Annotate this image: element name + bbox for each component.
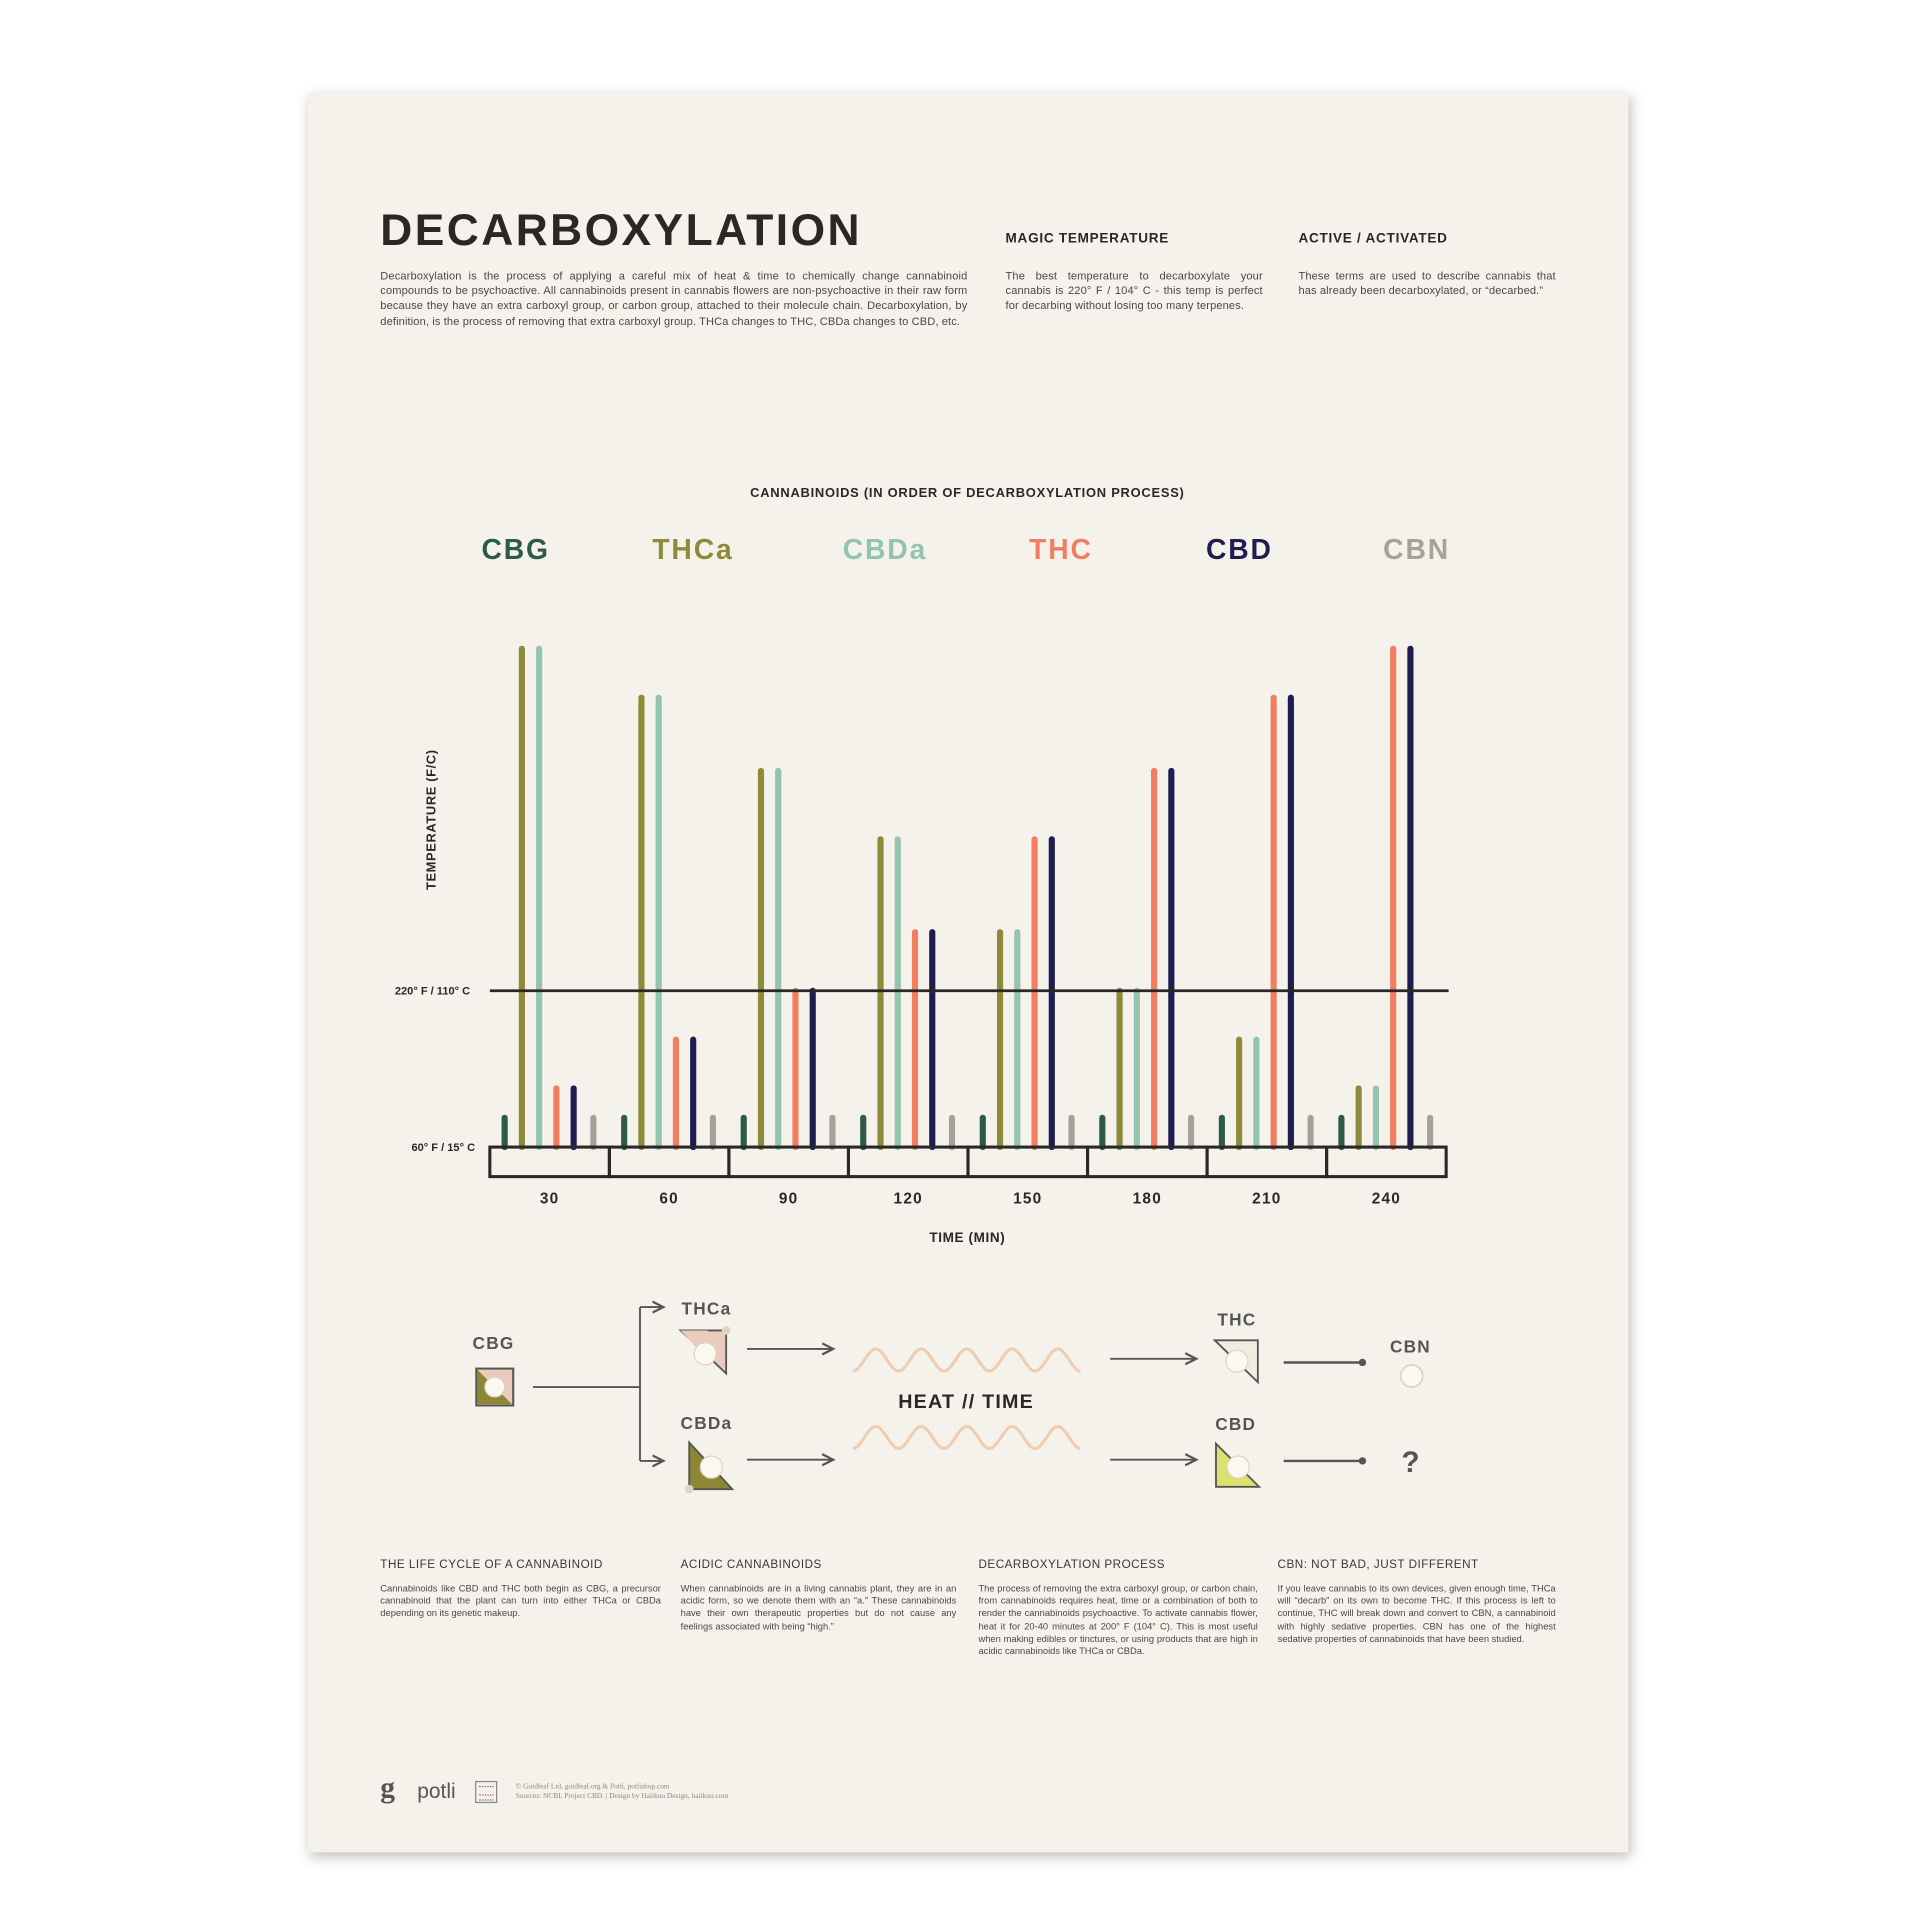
x-tick-label: 180 (1133, 1191, 1162, 1208)
cbd-molecule-icon (1215, 1441, 1262, 1488)
note-heading: THE LIFE CYCLE OF A CANNABINOID (380, 1558, 603, 1572)
x-tick-label: 210 (1252, 1191, 1281, 1208)
intro-text: Decarboxylation is the process of applyi… (380, 269, 968, 327)
credit-line: Sources: NCBI, Project CBD. | Design by … (515, 1793, 729, 1801)
active-heading: ACTIVE / ACTIVATED (1298, 231, 1448, 247)
legend-item-cbn: CBN (1383, 532, 1451, 565)
haiikuu-logo-icon (475, 1780, 498, 1804)
credits: © Goldleaf Ltd, goldleaf.org & Potli, po… (516, 1782, 729, 1802)
legend-item-cbg: CBG (481, 532, 550, 565)
note-text: The process of removing the extra carbox… (978, 1582, 1258, 1657)
cbd-label: CBD (1215, 1414, 1256, 1434)
goldleaf-logo: g (380, 1772, 396, 1805)
thca-label: THCa (682, 1298, 732, 1318)
unknown-label: ? (1401, 1446, 1419, 1479)
legend-item-cbd: CBD (1205, 532, 1273, 565)
potli-logo: potli (417, 1779, 456, 1804)
y-tick-label: 60° F / 15° C (411, 1142, 475, 1154)
y-tick-label: 220° F / 110° C (395, 985, 470, 997)
cbda-label: CBDa (681, 1413, 733, 1433)
cbda-molecule-icon (684, 1440, 735, 1494)
x-tick-label: 30 (540, 1191, 560, 1208)
note-heading: ACIDIC CANNABINOIDS (680, 1558, 822, 1572)
x-tick-label: 240 (1372, 1191, 1401, 1208)
cbg-label: CBG (473, 1333, 515, 1353)
legend-item-cbda: CBDa (842, 532, 928, 565)
x-tick-label: 60 (659, 1191, 679, 1208)
note-text: Cannabinoids like CBD and THC both begin… (380, 1582, 661, 1619)
magic-temperature-heading: MAGIC TEMPERATURE (1005, 231, 1170, 247)
branch-line (532, 1307, 641, 1461)
magic-temperature-text: The best temperature to decarboxylate yo… (1005, 269, 1263, 312)
x-axis-label: TIME (MIN) (929, 1230, 1005, 1245)
chart-title: CANNABINOIDS (IN ORDER OF DECARBOXYLATIO… (750, 486, 1185, 501)
thc-molecule-icon (1212, 1339, 1259, 1385)
heat-wave-icon (852, 1424, 1081, 1451)
y-axis-label: TEMPERATURE (F/C) (424, 749, 439, 890)
legend-item-thc: THC (1029, 532, 1093, 565)
thca-molecule-icon (678, 1326, 731, 1376)
dot-icon (1358, 1457, 1367, 1465)
cbn-molecule-icon (1399, 1363, 1424, 1388)
note-text: When cannabinoids are in a living cannab… (680, 1582, 957, 1632)
heat-time-label: HEAT // TIME (898, 1391, 1034, 1413)
x-tick-label: 150 (1013, 1191, 1042, 1208)
note-heading: DECARBOXYLATION PROCESS (978, 1558, 1165, 1572)
x-tick-label: 90 (779, 1191, 799, 1208)
x-tick-label: 120 (894, 1191, 923, 1208)
note-text: If you leave cannabis to its own devices… (1277, 1582, 1556, 1645)
page-title: DECARBOXYLATION (380, 204, 862, 255)
active-text: These terms are used to describe cannabi… (1298, 269, 1556, 297)
legend-item-thca: THCa (652, 532, 734, 565)
cbg-molecule-icon (475, 1367, 515, 1407)
cbn-label: CBN (1390, 1337, 1431, 1357)
note-heading: CBN: NOT BAD, JUST DIFFERENT (1277, 1558, 1479, 1572)
axis-cell (1325, 1145, 1448, 1179)
credit-line: © Goldleaf Ltd, goldleaf.org & Potli, po… (515, 1783, 670, 1791)
dot-icon (1358, 1358, 1367, 1367)
thc-label: THC (1217, 1310, 1256, 1330)
heat-wave-icon (852, 1347, 1081, 1373)
